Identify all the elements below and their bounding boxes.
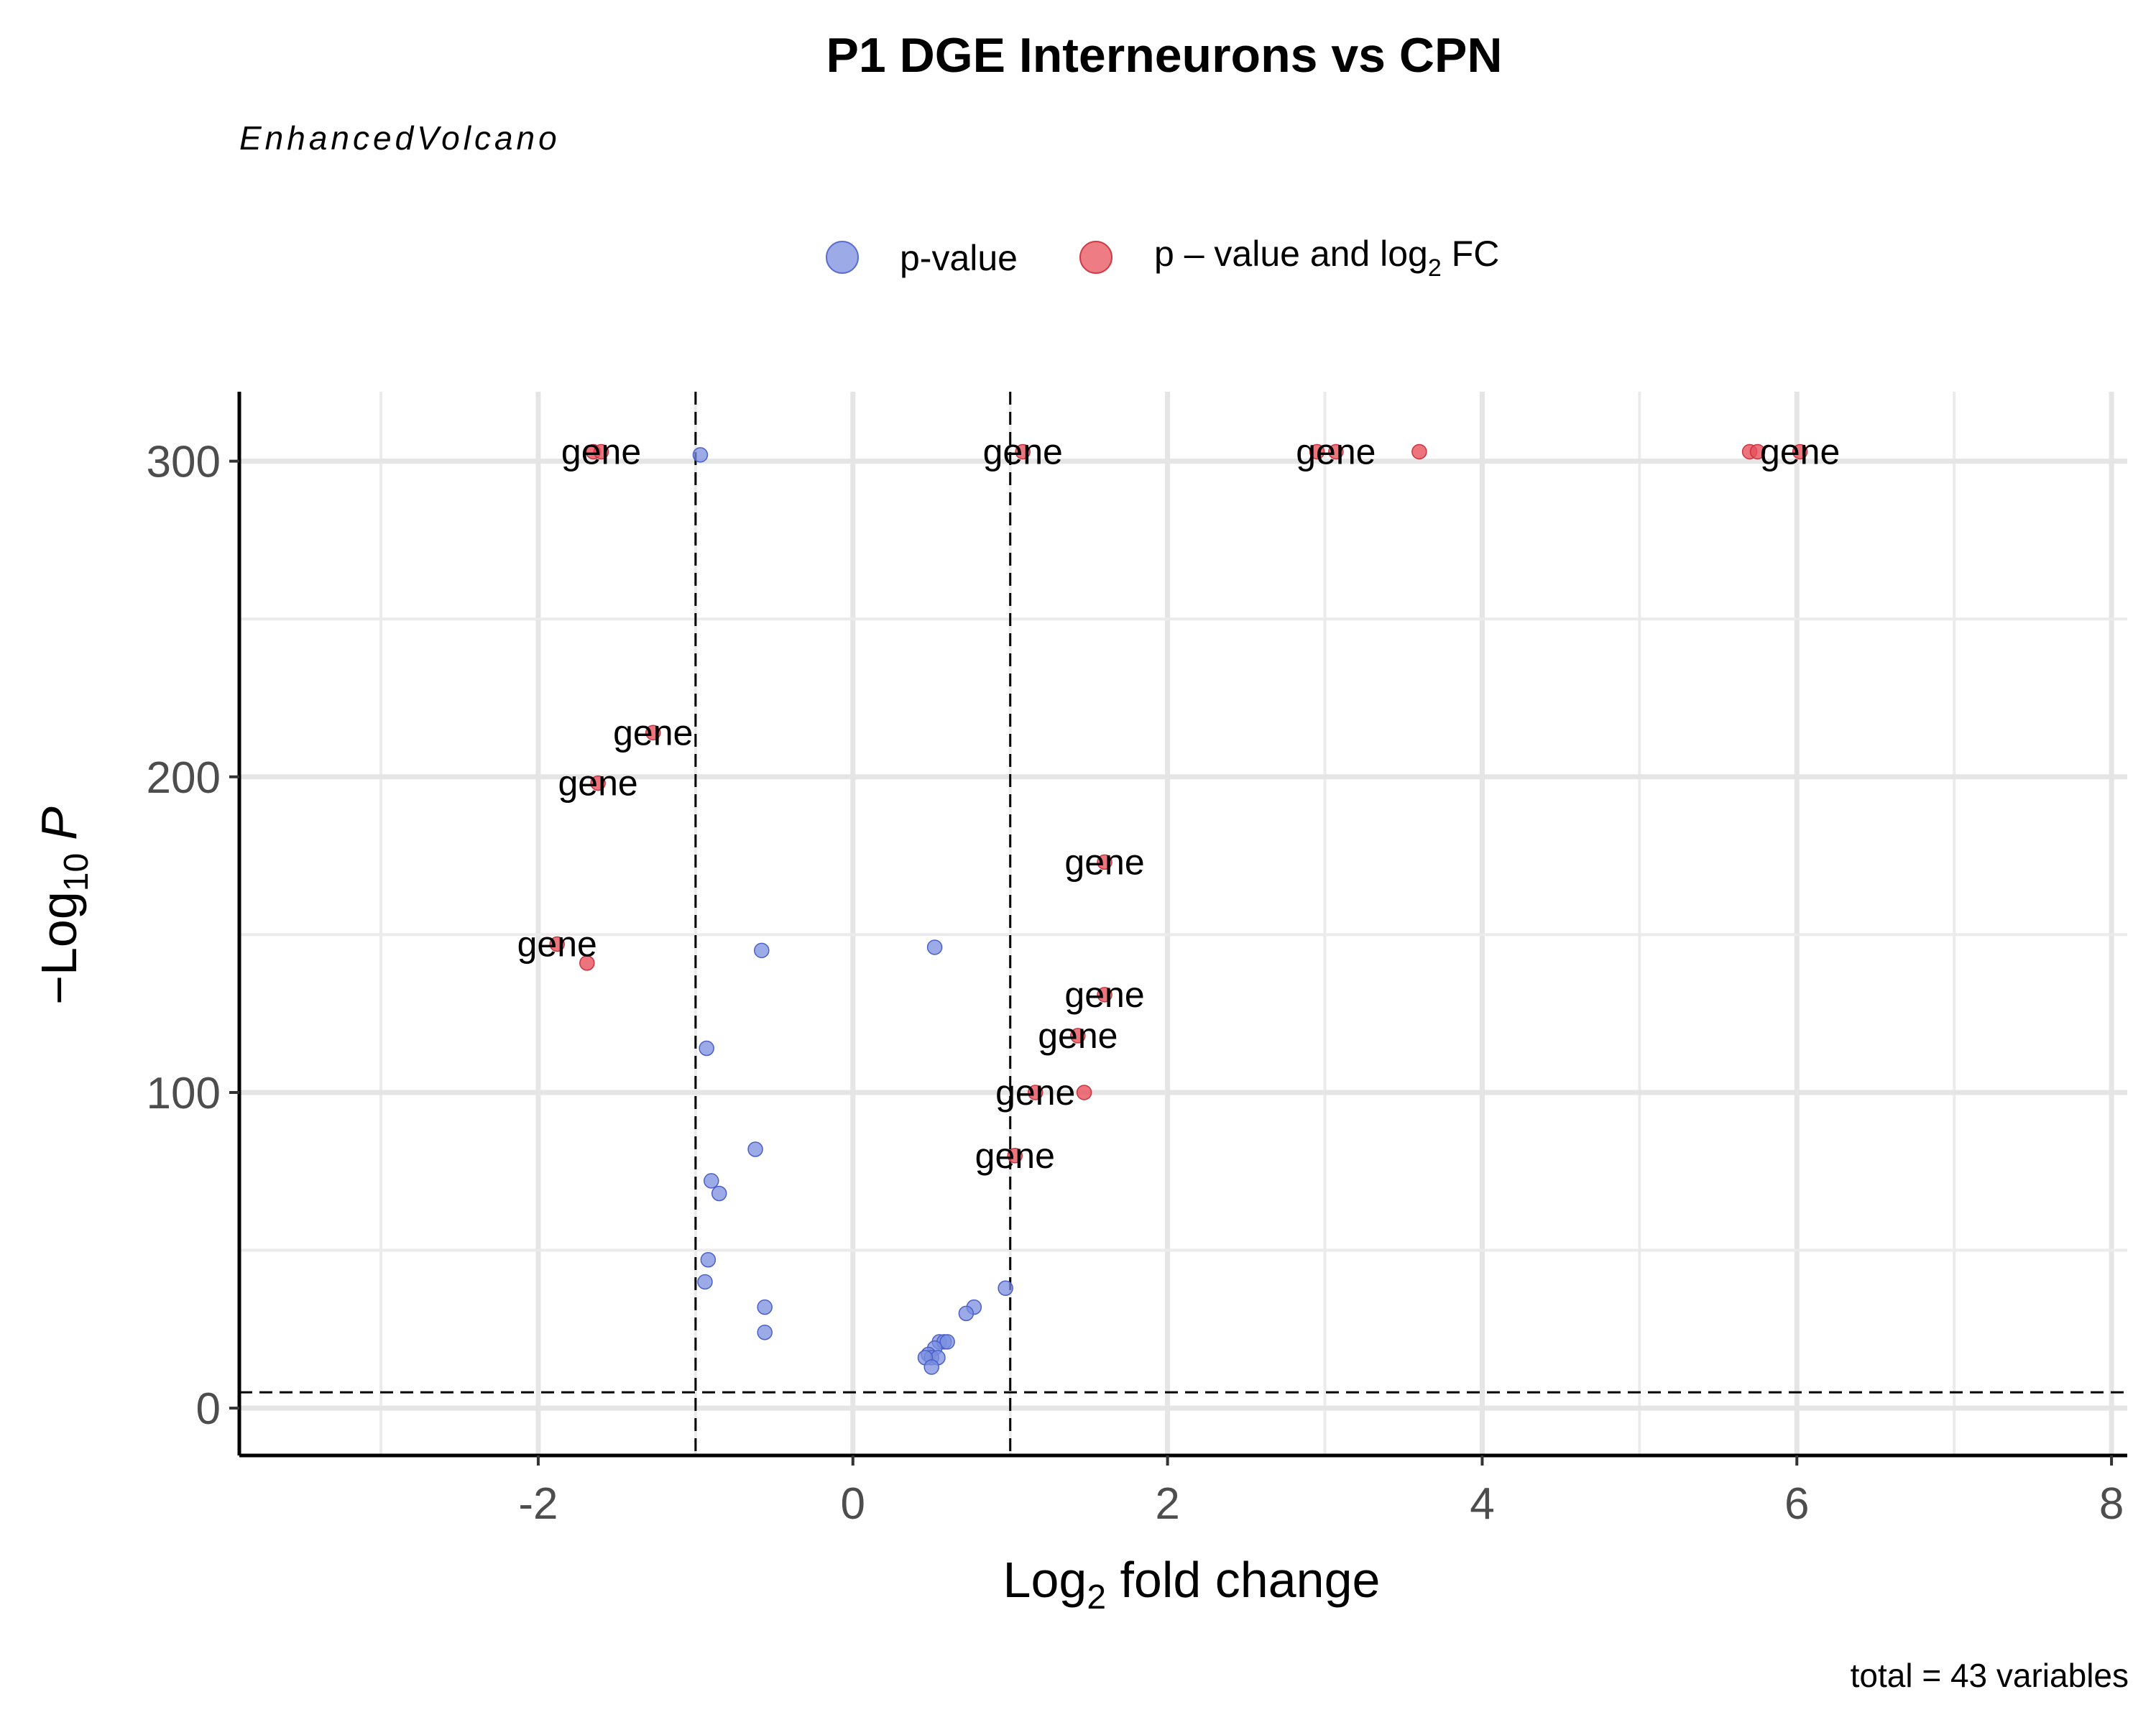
gene-label: gene xyxy=(613,712,693,753)
legend-label-p-value: p-value xyxy=(900,238,1018,278)
point-p-value xyxy=(939,1334,955,1350)
point-p-value xyxy=(704,1173,719,1189)
point-p-value xyxy=(998,1280,1013,1296)
point-p-and-fc xyxy=(1309,443,1325,460)
point-p-value xyxy=(699,1040,714,1057)
gene-label: gene xyxy=(983,431,1063,472)
data-points xyxy=(549,443,1808,1375)
point-p-value xyxy=(757,1324,773,1340)
tick-labels: -2 0 2 4 6 8 0 100 200 300 xyxy=(147,438,2124,1529)
gene-label: gene xyxy=(995,1072,1075,1113)
point-p-value xyxy=(700,1251,717,1268)
point-p-and-fc xyxy=(1749,443,1766,460)
point-p-and-fc xyxy=(645,724,661,741)
point-p-and-fc xyxy=(1097,987,1112,1003)
point-p-and-fc xyxy=(1027,1085,1044,1100)
legend-marker-p-and-fc xyxy=(1079,241,1112,274)
axes xyxy=(229,392,2127,1466)
gene-label: gene xyxy=(975,1136,1055,1176)
x-tick-label: 6 xyxy=(1784,1479,1809,1529)
point-p-and-fc xyxy=(1792,443,1808,460)
point-p-and-fc xyxy=(1007,1148,1023,1164)
point-p-value xyxy=(757,1299,773,1315)
point-p-and-fc xyxy=(1328,443,1344,460)
point-p-and-fc xyxy=(1015,443,1031,460)
point-p-value xyxy=(711,1185,727,1202)
point-p-and-fc xyxy=(1097,854,1112,870)
y-tick-label: 300 xyxy=(147,438,221,487)
y-tick-label: 200 xyxy=(147,753,221,803)
x-tick-label: 4 xyxy=(1470,1479,1494,1529)
gene-label: gene xyxy=(561,431,641,472)
legend-label-p-and-fc: p – value and log2 FC xyxy=(1154,234,1499,282)
point-p-and-fc xyxy=(593,443,609,460)
y-tick-label: 0 xyxy=(196,1384,221,1434)
gene-labels: gene gene gene genegenegenegenegenegenegene… xyxy=(517,431,1841,1175)
point-p-and-fc xyxy=(549,936,565,952)
point-p-value xyxy=(923,1359,939,1375)
point-p-and-fc xyxy=(579,955,595,971)
gene-label: gene xyxy=(517,924,597,965)
gene-label: gene xyxy=(1038,1016,1118,1056)
point-p-value xyxy=(754,942,770,959)
point-p-value xyxy=(697,1274,713,1290)
y-tick-label: 100 xyxy=(147,1069,221,1118)
x-tick-label: 2 xyxy=(1155,1479,1179,1529)
chart-title: P1 DGE Interneurons vs CPN xyxy=(826,28,1503,83)
legend-marker-p-value xyxy=(826,241,859,274)
point-p-value xyxy=(926,939,943,955)
chart-subtitle: EnhancedVolcano xyxy=(239,119,561,157)
gene-label: gene xyxy=(1296,431,1376,472)
chart-caption: total = 43 variables xyxy=(1851,1657,2129,1694)
point-p-and-fc xyxy=(590,775,606,791)
point-p-and-fc xyxy=(1070,1028,1086,1044)
x-tick-label: 0 xyxy=(841,1479,865,1529)
point-p-value xyxy=(692,447,709,463)
x-tick-label: -2 xyxy=(518,1479,558,1529)
x-axis-title: Log2 fold change xyxy=(1003,1552,1381,1616)
grid xyxy=(239,392,2127,1455)
gene-label: gene xyxy=(1064,975,1144,1015)
legend: p-value p – value and log2 FC xyxy=(826,234,1499,282)
gene-label: gene xyxy=(1760,431,1840,472)
x-tick-label: 8 xyxy=(2099,1479,2124,1529)
point-p-value xyxy=(747,1141,763,1157)
gene-label: gene xyxy=(558,763,638,804)
point-p-and-fc xyxy=(1411,443,1427,460)
y-axis-title: −Log10P xyxy=(31,806,96,1005)
gene-label: gene xyxy=(1064,842,1144,882)
threshold-lines xyxy=(239,392,2127,1455)
point-p-and-fc xyxy=(1076,1085,1092,1100)
point-p-value xyxy=(958,1305,975,1322)
